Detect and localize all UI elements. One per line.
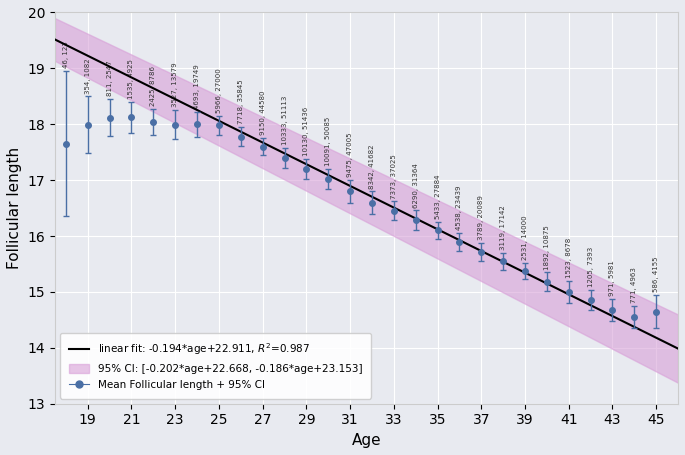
Text: 10130, 51436: 10130, 51436 bbox=[303, 107, 310, 156]
Text: 10091, 50085: 10091, 50085 bbox=[325, 117, 332, 166]
Text: 1205, 7393: 1205, 7393 bbox=[588, 247, 594, 288]
Text: 971, 5981: 971, 5981 bbox=[610, 260, 615, 296]
Text: 811, 2547: 811, 2547 bbox=[107, 61, 112, 96]
Text: 4693, 19749: 4693, 19749 bbox=[194, 65, 200, 109]
Text: 586, 4155: 586, 4155 bbox=[653, 257, 659, 292]
Text: 9150, 44580: 9150, 44580 bbox=[260, 91, 266, 136]
Text: 3527, 13579: 3527, 13579 bbox=[172, 63, 178, 107]
Text: 2531, 14000: 2531, 14000 bbox=[522, 216, 528, 260]
Text: 2425, 8786: 2425, 8786 bbox=[150, 66, 156, 106]
Text: 10333, 51113: 10333, 51113 bbox=[282, 96, 288, 145]
Text: 5966, 27000: 5966, 27000 bbox=[216, 68, 222, 113]
Text: 7373, 37025: 7373, 37025 bbox=[391, 154, 397, 198]
Text: 7718, 35845: 7718, 35845 bbox=[238, 80, 244, 124]
Legend: linear fit: -0.194*age+22.911, $R^2$=0.987, 95% CI: [-0.202*age+22.668, -0.186*a: linear fit: -0.194*age+22.911, $R^2$=0.9… bbox=[60, 333, 371, 399]
Text: 9475, 47005: 9475, 47005 bbox=[347, 133, 353, 177]
Text: 1523, 8678: 1523, 8678 bbox=[566, 238, 572, 278]
Text: 8342, 41682: 8342, 41682 bbox=[369, 144, 375, 188]
Text: 354, 1082: 354, 1082 bbox=[85, 58, 91, 94]
Text: 46, 123: 46, 123 bbox=[63, 41, 69, 68]
Text: 771, 4963: 771, 4963 bbox=[632, 267, 637, 303]
Text: 3789, 20089: 3789, 20089 bbox=[478, 195, 484, 240]
Text: 3119, 17142: 3119, 17142 bbox=[500, 205, 506, 250]
Text: 1535, 4925: 1535, 4925 bbox=[129, 59, 134, 99]
X-axis label: Age: Age bbox=[351, 433, 382, 448]
Text: 5433, 27884: 5433, 27884 bbox=[434, 175, 440, 219]
Text: 6290, 31364: 6290, 31364 bbox=[412, 163, 419, 207]
Y-axis label: Follicular length: Follicular length bbox=[7, 147, 22, 269]
Text: 4538, 23439: 4538, 23439 bbox=[456, 186, 462, 230]
Text: 1892, 10875: 1892, 10875 bbox=[544, 225, 550, 270]
